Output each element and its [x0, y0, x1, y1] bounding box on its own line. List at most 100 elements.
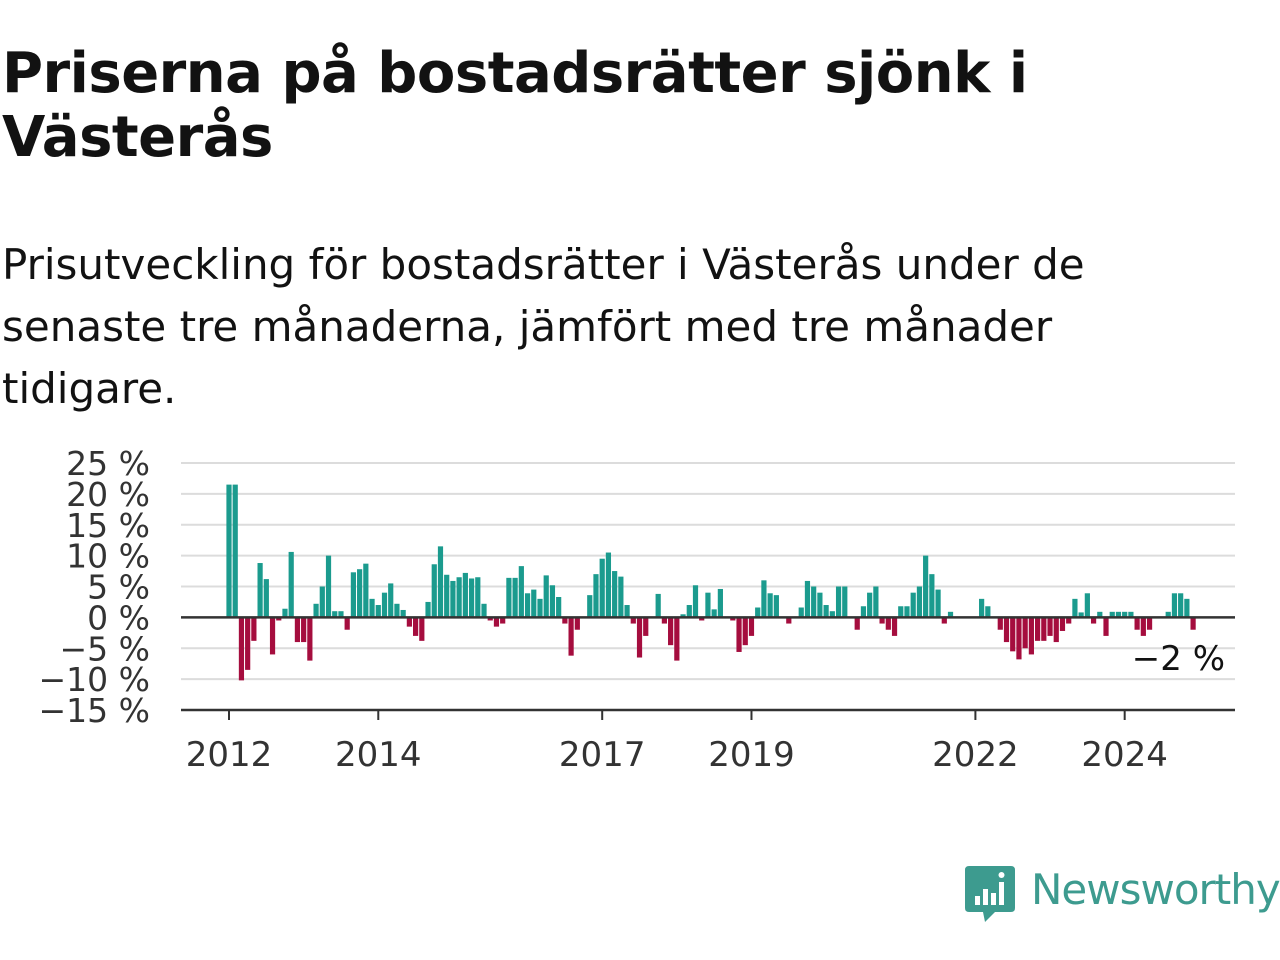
bar — [276, 617, 282, 621]
bar — [1047, 617, 1053, 636]
bar — [587, 595, 593, 618]
gridlines — [181, 462, 1235, 681]
bar — [462, 572, 468, 618]
bar — [1028, 617, 1034, 655]
bar-chart: 25 %20 %15 %10 %5 %0 %−5 %−10 %−15 % 201… — [39, 444, 1235, 775]
bar — [500, 617, 506, 624]
bar — [1072, 598, 1078, 618]
bar — [226, 484, 232, 618]
last-value-label: −2 % — [1132, 639, 1225, 679]
bar — [357, 569, 363, 618]
bar — [873, 586, 879, 618]
bar — [1171, 593, 1178, 618]
bar — [1003, 617, 1010, 643]
bar — [854, 617, 860, 630]
bar — [680, 614, 686, 618]
bar — [674, 617, 680, 661]
bar — [879, 617, 885, 624]
bar — [568, 617, 574, 656]
bar — [506, 577, 512, 618]
bar — [531, 589, 537, 618]
bar — [288, 551, 294, 618]
bar — [730, 617, 736, 621]
bar — [593, 574, 599, 618]
bar — [269, 617, 276, 655]
bar — [605, 552, 612, 618]
bar — [1053, 617, 1059, 643]
bar — [935, 589, 941, 618]
bar — [301, 617, 307, 643]
bar — [307, 617, 313, 661]
bar — [655, 593, 661, 618]
bar — [363, 563, 369, 618]
y-tick-label: −10 % — [39, 660, 151, 699]
bar — [332, 611, 338, 618]
bar — [891, 617, 898, 636]
bar — [556, 597, 562, 618]
bar — [624, 605, 630, 618]
bar — [294, 617, 301, 643]
bar — [668, 617, 674, 646]
bar — [468, 578, 475, 618]
bar — [910, 592, 916, 618]
bar — [761, 580, 767, 618]
bar — [979, 598, 985, 618]
bar — [425, 601, 431, 618]
y-tick-label: 15 % — [66, 506, 150, 545]
x-tick-label: 2012 — [186, 735, 273, 775]
bar — [804, 580, 811, 618]
bar — [947, 611, 954, 618]
bar — [599, 558, 605, 618]
bar — [1122, 611, 1128, 618]
bar — [481, 603, 487, 618]
bar — [394, 603, 400, 618]
bar — [313, 603, 319, 618]
bar — [1109, 611, 1115, 618]
bar — [823, 605, 829, 618]
bar — [487, 617, 493, 621]
bar — [692, 585, 699, 618]
bar — [437, 546, 444, 618]
bar — [431, 564, 437, 618]
bar — [388, 583, 394, 618]
bar — [997, 617, 1003, 630]
bar — [450, 580, 456, 618]
bar — [344, 617, 350, 630]
chart-subtitle: Prisutveckling för bostadsrätter i Väste… — [2, 240, 1085, 413]
bar — [985, 606, 991, 618]
bar — [916, 586, 923, 618]
x-tick-label: 2017 — [559, 735, 646, 775]
bar — [493, 617, 500, 627]
bar — [885, 617, 891, 630]
bar — [1146, 617, 1153, 630]
bar — [904, 606, 910, 618]
bar — [512, 577, 518, 618]
bar — [1134, 617, 1140, 630]
y-tick-label: 5 % — [87, 568, 150, 607]
bar — [705, 592, 711, 618]
bar — [319, 586, 325, 618]
bar — [898, 606, 904, 618]
bar — [699, 617, 705, 621]
bar — [1184, 598, 1190, 618]
bar — [238, 617, 245, 681]
y-axis-ticks: 25 %20 %15 %10 %5 %0 %−5 %−10 %−15 % — [39, 444, 151, 730]
bar — [456, 577, 462, 618]
bar — [257, 563, 263, 618]
bar — [842, 586, 848, 618]
bar — [543, 575, 549, 618]
newsworthy-logo: Newsworthy — [965, 862, 1280, 924]
bar — [829, 611, 835, 618]
y-tick-label: 0 % — [87, 598, 150, 637]
bar — [1115, 611, 1122, 618]
bar — [1010, 617, 1016, 652]
bar — [773, 595, 779, 618]
bar — [419, 617, 425, 641]
y-tick-label: 10 % — [66, 537, 150, 576]
bar — [549, 585, 556, 618]
chart-title: Priserna på bostadsrätter sjönk i Väster… — [2, 41, 1028, 170]
bar — [406, 617, 412, 627]
y-tick-label: −15 % — [39, 691, 151, 730]
bar — [636, 617, 643, 658]
bar — [518, 566, 524, 618]
